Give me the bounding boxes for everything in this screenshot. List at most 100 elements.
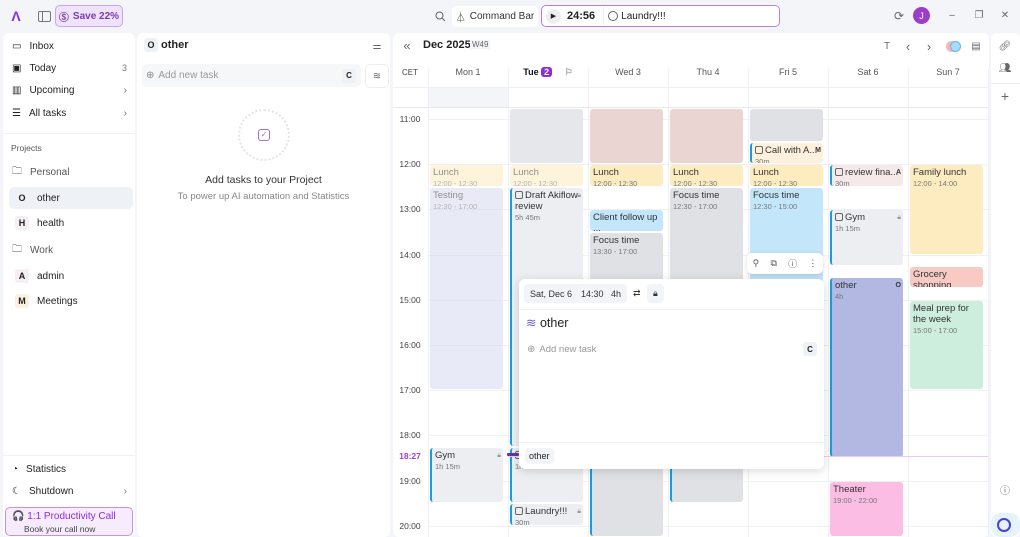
day-header-tue[interactable]: Tue 2 ⚐ <box>508 67 588 78</box>
lock-icon[interactable]: 🔒︎ <box>647 284 664 303</box>
day-name: Fri <box>778 67 790 77</box>
day-number: 6 <box>873 67 879 77</box>
calendar-event[interactable] <box>590 109 663 164</box>
empty-subtitle: To power up AI automation and Statistics <box>177 191 350 202</box>
dollar-icon: Ⓢ <box>58 12 69 24</box>
prev-week-icon[interactable]: ‹ <box>905 38 911 54</box>
calendar-event[interactable]: Theater 19:00 - 22:00 <box>830 481 903 536</box>
minimize-icon[interactable]: – <box>949 9 955 21</box>
calendar-event[interactable]: Lunch 12:00 - 12:30 <box>510 165 583 186</box>
today-button[interactable]: T <box>883 40 891 52</box>
shortcut-key: C <box>803 342 817 356</box>
filter-settings-icon[interactable]: ⚌ <box>372 40 382 52</box>
task-checkbox[interactable] <box>835 213 843 222</box>
sidebar-item-inbox[interactable]: ▭ Inbox <box>12 40 54 52</box>
collapse-left-icon[interactable]: « <box>403 37 411 53</box>
task-checkbox[interactable] <box>835 168 843 177</box>
popup-date-chip[interactable]: Sat, Dec 6 <box>524 284 579 303</box>
sidebar-item-shutdown[interactable]: ☾ Shutdown › <box>12 485 127 497</box>
sidebar-toggle-icon[interactable] <box>36 8 52 24</box>
sidebar-item-today[interactable]: ▣ Today 3 <box>12 62 127 74</box>
repeat-icon[interactable]: ⇄ <box>627 284 647 303</box>
statistics-icon: ◔ <box>12 463 19 475</box>
task-checkbox[interactable] <box>755 145 763 154</box>
calendar-settings-icon[interactable]: ▤ <box>971 40 981 52</box>
calendar-event[interactable]: Lunch 12:00 - 12:30 <box>590 165 663 186</box>
day-header-wed[interactable]: Wed 3 <box>588 67 668 77</box>
calendar-event[interactable]: Lunch 12:00 - 12:30 <box>430 165 503 186</box>
sidebar-project-meetings[interactable]: M Meetings <box>9 290 133 312</box>
popup-project-tag[interactable]: other <box>525 448 554 464</box>
command-bar-button[interactable]: ⏃ Command Bar <box>452 6 538 27</box>
calendar-event[interactable] <box>510 109 583 164</box>
avatar[interactable]: J <box>913 7 930 24</box>
close-icon[interactable]: ✕ <box>1000 9 1010 21</box>
calendar-event[interactable]: Client follow up ...13:00 - 13:30 <box>590 210 663 231</box>
stack-icon: ☰ <box>12 107 21 119</box>
day-header-thu[interactable]: Thu 4 <box>668 67 748 77</box>
play-icon[interactable]: ▶ <box>546 8 561 24</box>
popup-add-task-input[interactable]: ⊕ Add new task C <box>527 342 817 356</box>
calendar-event[interactable]: Family lunch 12:00 - 14:00 <box>910 165 983 254</box>
sidebar-item-upcoming[interactable]: ▥ Upcoming › <box>12 84 127 96</box>
event-title: Meal prep for the week <box>913 302 969 325</box>
more-icon[interactable]: ⋮ <box>808 258 818 268</box>
sidebar-item-all-tasks[interactable]: ☰ All tasks › <box>12 107 127 119</box>
assistant-button[interactable] <box>991 513 1020 537</box>
day-header-sun[interactable]: Sun 7 <box>908 67 988 77</box>
task-checkbox[interactable] <box>515 507 523 516</box>
task-checkbox[interactable] <box>515 190 523 199</box>
next-week-icon[interactable]: › <box>926 38 932 54</box>
hour-label: 20:00 <box>399 520 421 531</box>
calendar-event[interactable] <box>670 109 743 164</box>
day-header-fri[interactable]: Fri 5 <box>748 67 828 77</box>
event-time: 19:00 - 22:00 <box>833 495 878 505</box>
day-header-mon[interactable]: Mon 1 <box>428 67 508 77</box>
calendar-event[interactable]: Meal prep for the week 15:00 - 17:00 <box>910 300 983 390</box>
info-icon[interactable]: ⓘ <box>788 259 798 269</box>
pin-icon[interactable]: ⚲ <box>752 258 760 268</box>
plus-icon[interactable]: + <box>1000 88 1010 104</box>
project-group-personal[interactable]: 🗀 Personal <box>9 161 133 183</box>
event-title: Lunch <box>513 167 539 179</box>
calendar-event[interactable]: review fina... 30m A <box>830 165 903 186</box>
flag-icon[interactable]: ⚐ <box>564 67 573 77</box>
calendar-event[interactable]: Gym 1h 15m 🔒︎ <box>430 447 503 503</box>
calendar-event[interactable]: Laundry!!! 30m 🔒︎ <box>510 504 583 525</box>
sync-icon[interactable]: ⟳ <box>893 9 905 23</box>
timer-bar[interactable]: ▶ 24:56 Laundry!!! <box>541 5 780 27</box>
popup-duration-chip[interactable]: 4h <box>605 284 628 303</box>
calendar-event[interactable]: Grocery shopping14:15 - 14:45 <box>910 266 983 288</box>
calendar-event[interactable]: Lunch 12:00 - 12:30 <box>750 165 823 186</box>
lock-icon: 🔒︎ <box>497 451 501 459</box>
add-task-input[interactable]: ⊕ Add new task C <box>142 64 361 87</box>
calendar-event[interactable]: Call with A... 30m M <box>750 142 823 164</box>
calendar-event[interactable]: Lunch 12:00 - 12:30 <box>670 165 743 186</box>
productivity-call-promo[interactable]: 🎧 1:1 Productivity Call Book your call n… <box>5 507 133 536</box>
popup-time-chip[interactable]: 14:30 <box>575 284 610 303</box>
day-header-sat[interactable]: Sat 6 <box>828 67 908 77</box>
people-icon[interactable]: 👥︎ <box>998 62 1012 74</box>
timer-task-label: Laundry!!! <box>621 10 666 22</box>
task-checkbox[interactable] <box>608 11 619 21</box>
search-icon[interactable] <box>433 9 447 23</box>
save-discount-button[interactable]: Ⓢ Save 22% <box>55 5 123 27</box>
maximize-icon[interactable]: ❐ <box>974 9 984 21</box>
sidebar-item-statistics[interactable]: ◔ Statistics <box>12 463 67 475</box>
event-time: 12:00 - 14:00 <box>913 179 958 189</box>
calendar-event[interactable] <box>590 459 663 536</box>
link-icon[interactable]: 🔗︎ <box>998 40 1012 52</box>
calendars-toggle-icon[interactable] <box>946 41 961 52</box>
calendar-event[interactable]: Gym 1h 15m 🔒︎ <box>830 210 903 265</box>
calendar-event[interactable] <box>750 109 823 141</box>
calendar-event[interactable]: Testing 12:30 - 17:00 <box>430 187 503 390</box>
calendar-event[interactable]: other 4h O <box>830 278 903 457</box>
event-title: Gym <box>435 449 456 461</box>
open-icon[interactable]: ⧉ <box>770 258 777 268</box>
layers-icon[interactable]: ≋ <box>365 64 389 88</box>
project-group-work[interactable]: 🗀 Work <box>9 239 133 261</box>
help-icon[interactable]: ⓘ <box>1000 485 1010 497</box>
